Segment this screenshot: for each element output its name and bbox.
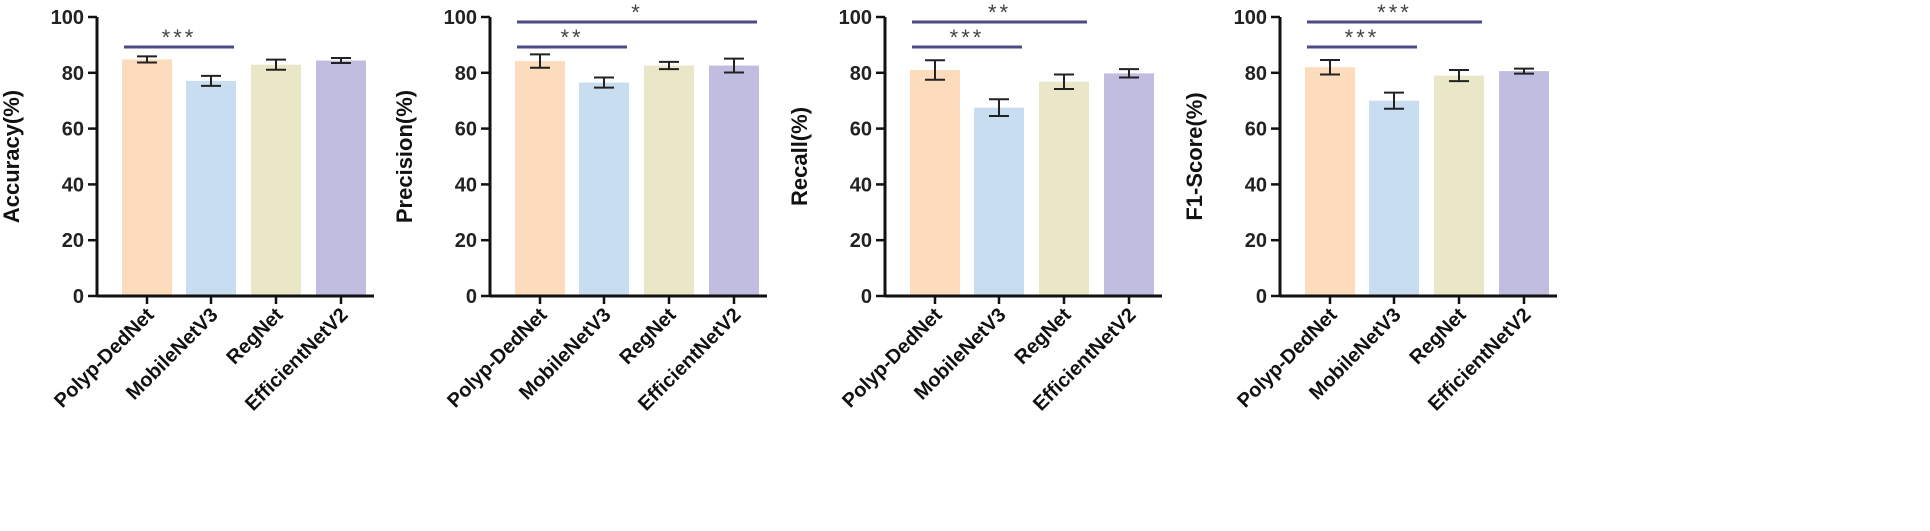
y-axis-label: F1-Score(%) xyxy=(1182,92,1207,220)
bar-mobilenetv3 xyxy=(579,82,629,296)
significance-label: *** xyxy=(162,25,197,50)
y-axis-label: Accuracy(%) xyxy=(0,90,24,223)
y-tick-label: 0 xyxy=(1256,286,1267,308)
y-tick-label: 40 xyxy=(62,174,84,196)
significance-label: *** xyxy=(950,25,985,50)
bar-mobilenetv3 xyxy=(974,107,1024,296)
error-bar xyxy=(201,74,221,87)
error-bar xyxy=(925,59,945,81)
significance-label: * xyxy=(631,0,643,25)
y-tick-label: 60 xyxy=(62,119,84,141)
y-tick-label: 40 xyxy=(455,174,477,196)
y-tick-label: 80 xyxy=(455,63,477,85)
y-tick-label: 20 xyxy=(62,230,84,252)
error-bar xyxy=(331,57,351,65)
error-bar xyxy=(1054,73,1074,90)
bar-regnet xyxy=(251,64,301,296)
x-tick-label: RegNet xyxy=(1010,304,1075,369)
bar-regnet xyxy=(644,65,694,297)
y-axis-label: Precision(%) xyxy=(392,90,417,223)
bar-efficientnetv2 xyxy=(1499,71,1549,296)
y-tick-label: 60 xyxy=(1245,119,1267,141)
y-tick-label: 100 xyxy=(1234,7,1267,29)
y-tick-label: 80 xyxy=(62,63,84,85)
y-tick-label: 80 xyxy=(1245,63,1267,85)
y-tick-label: 80 xyxy=(850,63,872,85)
x-tick-label: RegNet xyxy=(222,304,287,369)
error-bar xyxy=(266,58,286,71)
y-tick-label: 40 xyxy=(850,174,872,196)
error-bar xyxy=(1514,67,1534,75)
bar-polyp-dednet xyxy=(1305,67,1355,296)
bar-efficientnetv2 xyxy=(316,60,366,296)
y-tick-label: 40 xyxy=(1245,174,1267,196)
bar-efficientnetv2 xyxy=(1104,73,1154,296)
significance-label: *** xyxy=(1345,25,1380,50)
y-tick-label: 100 xyxy=(444,7,477,29)
error-bar xyxy=(659,60,679,71)
error-bar xyxy=(1119,68,1139,79)
bar-polyp-dednet xyxy=(910,70,960,296)
bar-mobilenetv3 xyxy=(1369,100,1419,296)
bar-polyp-dednet xyxy=(122,59,172,296)
y-axis-label: Recall(%) xyxy=(787,107,812,206)
y-tick-label: 0 xyxy=(861,286,872,308)
bar-polyp-dednet xyxy=(515,61,565,296)
y-tick-label: 0 xyxy=(73,286,84,308)
bar-mobilenetv3 xyxy=(186,80,236,297)
y-tick-label: 20 xyxy=(455,230,477,252)
error-bar xyxy=(594,76,614,89)
x-tick-label: RegNet xyxy=(615,304,680,369)
y-tick-label: 100 xyxy=(51,7,84,29)
error-bar xyxy=(1320,58,1340,76)
y-tick-label: 60 xyxy=(455,119,477,141)
bar-regnet xyxy=(1434,75,1484,296)
y-tick-label: 20 xyxy=(1245,230,1267,252)
y-tick-label: 60 xyxy=(850,119,872,141)
bar-efficientnetv2 xyxy=(709,65,759,297)
bar-regnet xyxy=(1039,81,1089,296)
y-tick-label: 20 xyxy=(850,230,872,252)
error-bar xyxy=(1384,91,1404,110)
error-bar xyxy=(724,57,744,74)
y-tick-label: 0 xyxy=(466,286,477,308)
significance-label: *** xyxy=(1377,0,1412,25)
significance-label: ** xyxy=(988,0,1011,25)
significance-label: ** xyxy=(560,25,583,50)
error-bar xyxy=(989,98,1009,118)
error-bar xyxy=(1449,69,1469,83)
y-tick-label: 100 xyxy=(839,7,872,29)
error-bar xyxy=(530,53,550,69)
error-bar xyxy=(137,55,157,64)
x-tick-label: RegNet xyxy=(1405,304,1470,369)
